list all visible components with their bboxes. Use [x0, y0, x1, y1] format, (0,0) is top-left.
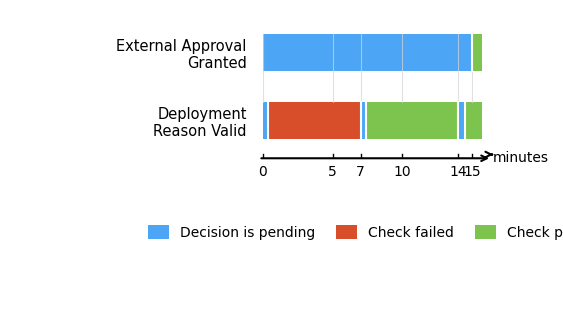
Text: 14: 14	[449, 165, 467, 179]
Bar	[263, 102, 269, 139]
Text: 7: 7	[356, 165, 365, 179]
Bar	[472, 34, 482, 71]
Text: 15: 15	[463, 165, 481, 179]
Text: 0: 0	[258, 165, 267, 179]
Text: minutes: minutes	[493, 151, 548, 165]
Bar	[263, 34, 472, 71]
Bar	[458, 102, 466, 139]
Text: 10: 10	[394, 165, 412, 179]
Bar	[466, 102, 482, 139]
Text: 5: 5	[328, 165, 337, 179]
Bar	[366, 102, 458, 139]
Bar	[360, 102, 366, 139]
Legend: Decision is pending, Check failed, Check passed: Decision is pending, Check failed, Check…	[143, 219, 563, 245]
Bar	[269, 102, 360, 139]
